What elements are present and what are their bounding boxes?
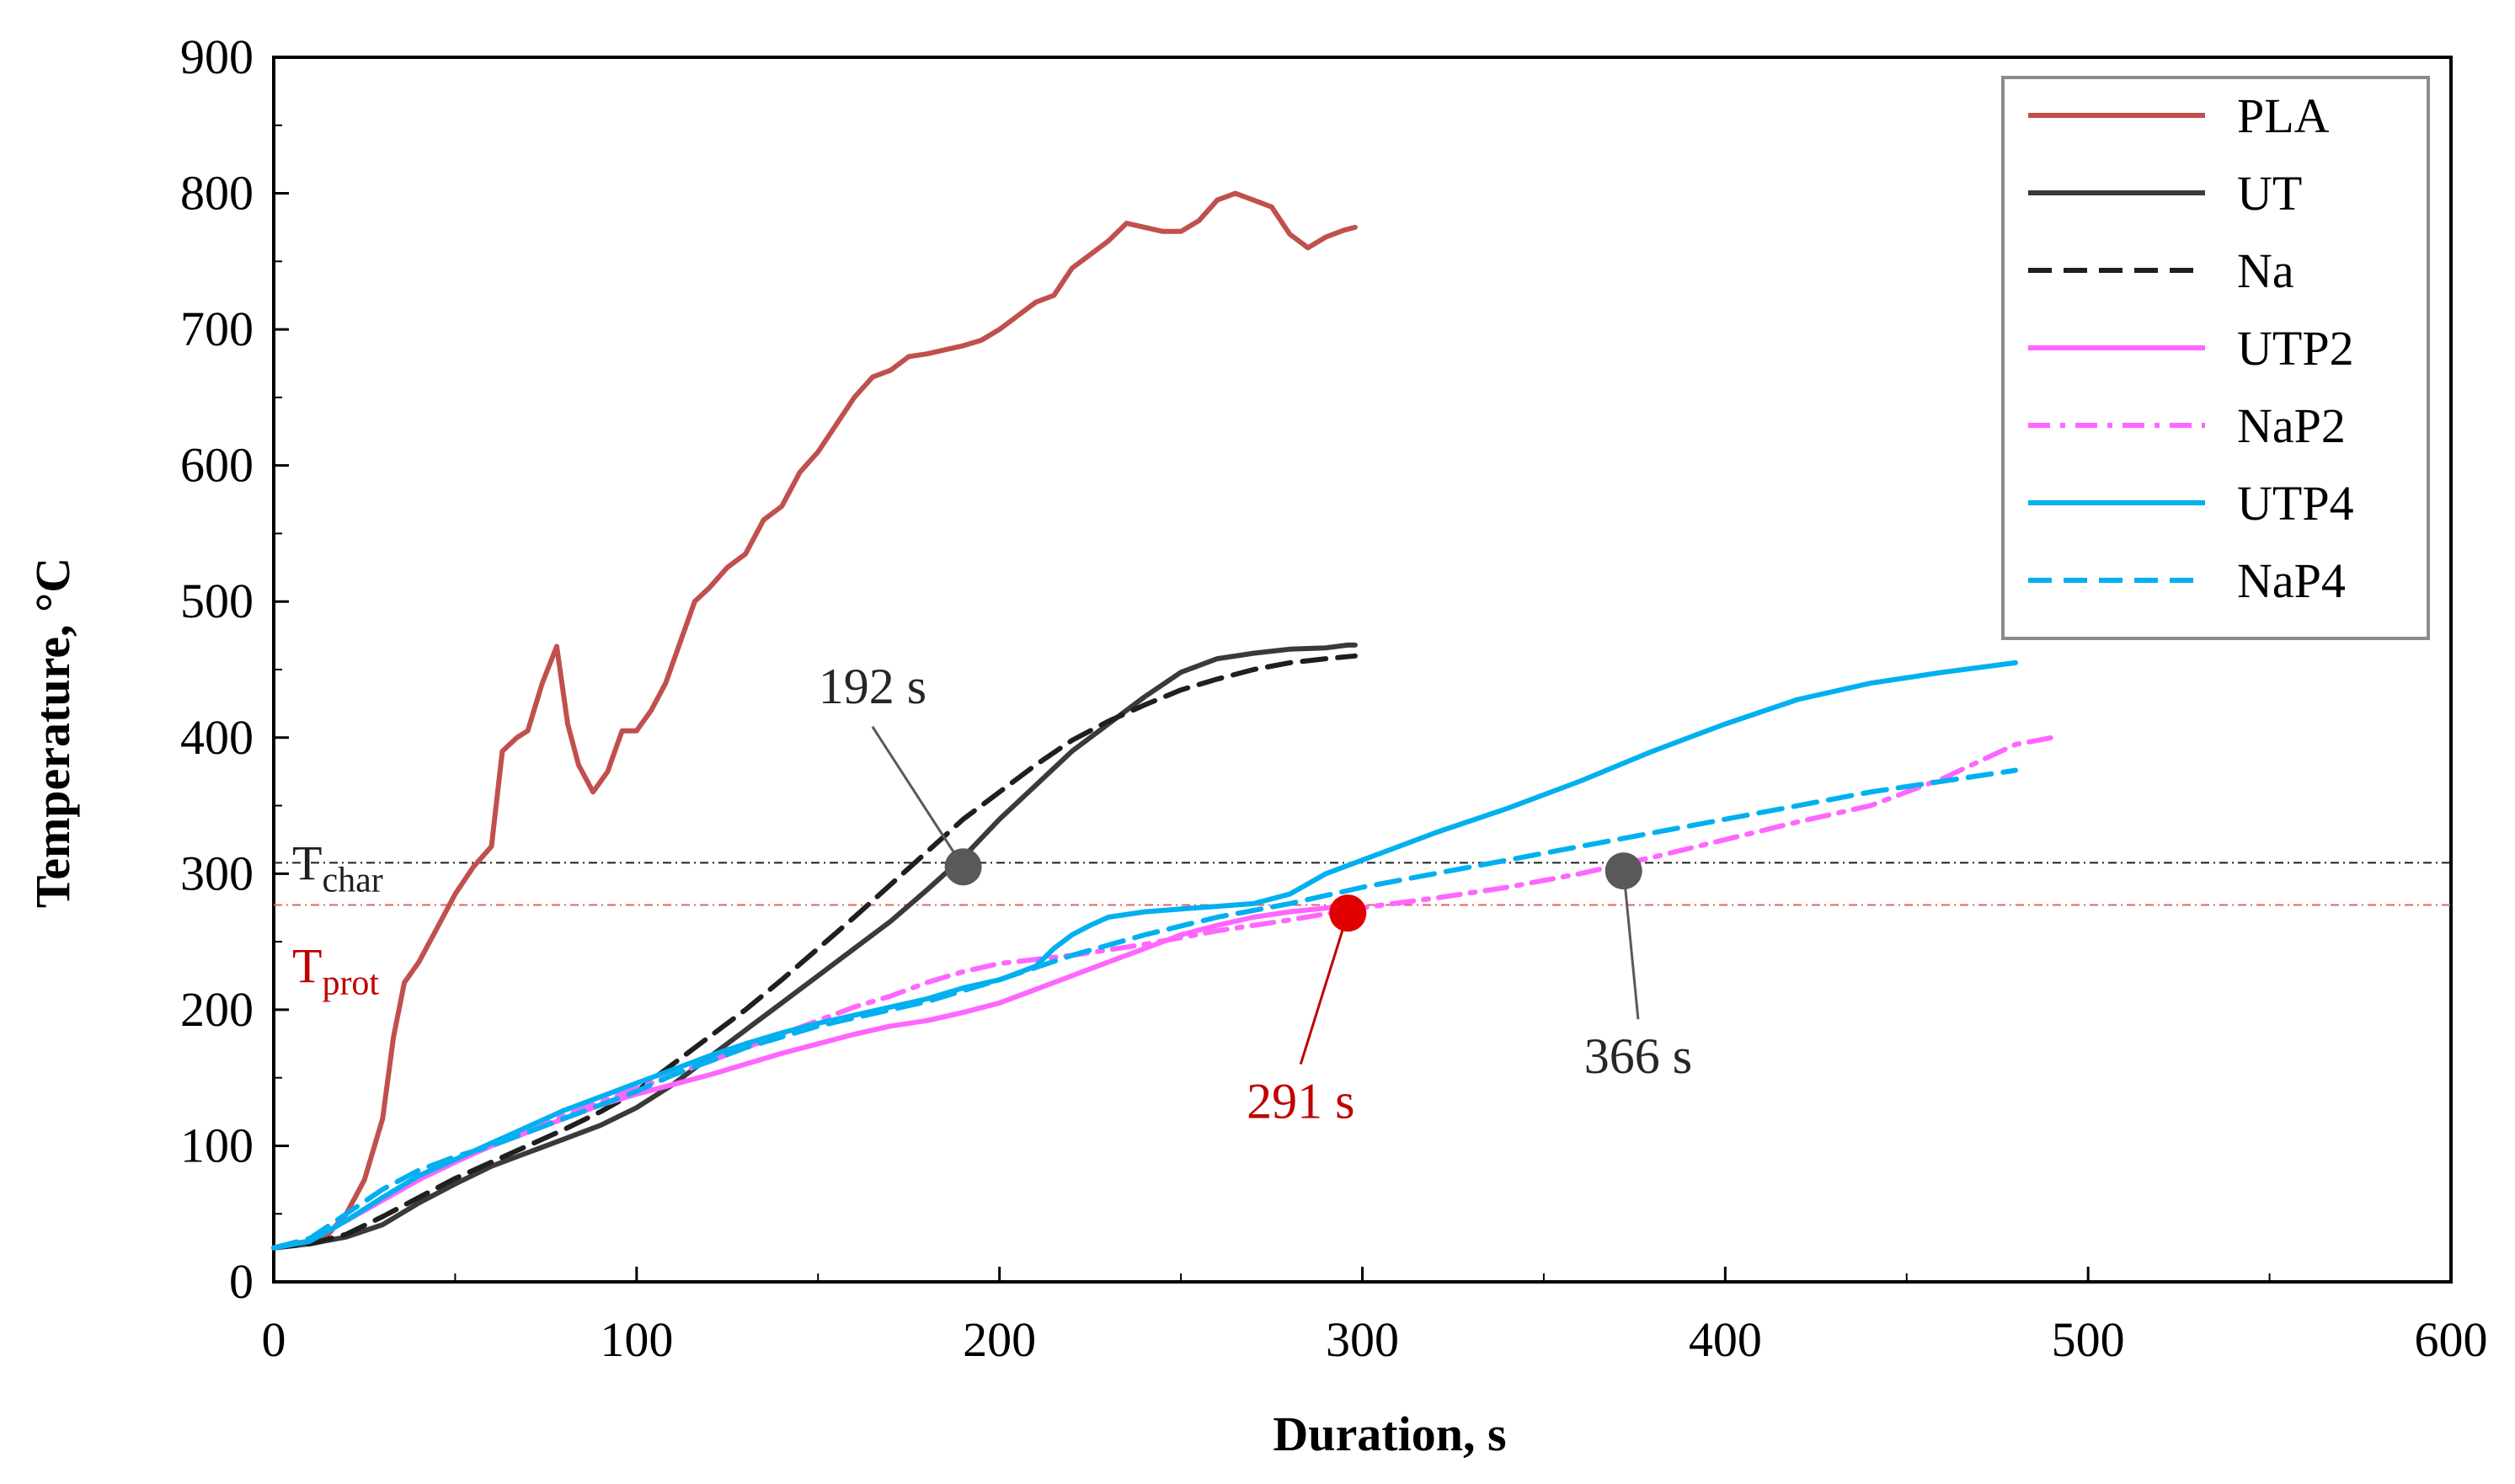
reference-label-t-char: Tchar xyxy=(292,835,383,899)
x-tick-label: 200 xyxy=(963,1312,1036,1367)
y-tick-label: 500 xyxy=(180,574,254,628)
y-tick-label: 100 xyxy=(180,1118,254,1172)
x-tick-label: 400 xyxy=(1689,1312,1762,1367)
annotation-291s-leader xyxy=(1299,912,1349,1065)
annotation-291s-marker xyxy=(1329,894,1367,932)
x-tick-label: 0 xyxy=(262,1312,286,1367)
legend-label-pla: PLA xyxy=(2237,88,2330,143)
annotation-291s-label: 291 s xyxy=(1247,1074,1354,1129)
legend-label-ut: UT xyxy=(2237,166,2302,221)
legend: PLA UT Na UTP2 NaP2 UTP4 NaP4 xyxy=(2001,76,2430,640)
y-tick-label: 200 xyxy=(180,982,254,1037)
legend-label-na: Na xyxy=(2237,243,2294,298)
series-line-ut xyxy=(271,642,1358,1251)
legend-label-nap2: NaP2 xyxy=(2237,398,2346,453)
series-line-utp4 xyxy=(271,659,2018,1251)
x-tick-label: 600 xyxy=(2415,1312,2488,1367)
legend-box xyxy=(2001,76,2430,640)
x-tick-label: 100 xyxy=(600,1312,673,1367)
legend-label-utp4: UTP4 xyxy=(2237,476,2354,531)
reference-label-subscript: char xyxy=(322,861,382,899)
annotation-192s-marker xyxy=(944,848,982,886)
reference-label-main: T xyxy=(292,938,322,993)
y-tick-label: 700 xyxy=(180,302,254,356)
y-axis-label: Temperature, °C xyxy=(25,558,80,908)
series-line-nap4 xyxy=(271,767,2018,1251)
annotation-192s-leader xyxy=(871,726,964,868)
x-tick-label: 300 xyxy=(1326,1312,1399,1367)
annotation-192s-label: 192 s xyxy=(819,659,926,714)
legend-label-utp2: UTP2 xyxy=(2237,321,2354,376)
axes: 0 100 200 300 400 500 600 700 800 900 0 100 200 300 40… xyxy=(180,29,2488,1367)
series-line-na xyxy=(271,653,1358,1251)
y-tick-label: 600 xyxy=(180,438,254,493)
y-tick-label: 0 xyxy=(229,1254,254,1309)
annotations: 192 s 291 s 366 s xyxy=(819,659,1692,1129)
annotation-366s-label: 366 s xyxy=(1584,1028,1692,1084)
x-axis-label: Duration, s xyxy=(1273,1407,1506,1461)
x-tick-label: 500 xyxy=(2052,1312,2125,1367)
y-tick-label: 900 xyxy=(180,29,254,84)
reference-label-subscript: prot xyxy=(322,964,379,1002)
series-line-nap2 xyxy=(271,734,2055,1251)
reference-label-t-prot: Tprot xyxy=(292,938,379,1002)
annotation-366s-leader xyxy=(1622,870,1640,1020)
legend-label-nap4: NaP4 xyxy=(2237,553,2346,608)
y-tick-label: 800 xyxy=(180,166,254,221)
series-lines xyxy=(271,190,2055,1251)
y-tick-label: 400 xyxy=(180,710,254,765)
reference-label-main: T xyxy=(292,835,322,890)
y-tick-label: 300 xyxy=(180,846,254,900)
annotation-366s-marker xyxy=(1605,852,1642,890)
series-line-pla xyxy=(271,190,1358,1251)
